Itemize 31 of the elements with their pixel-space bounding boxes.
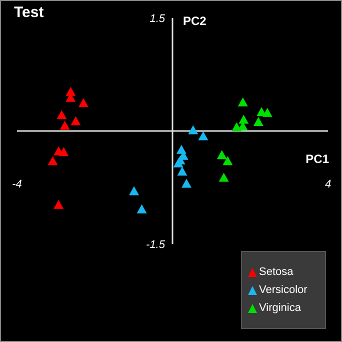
point — [188, 125, 198, 134]
y-tick-label: -1.5 — [146, 239, 166, 251]
point — [129, 186, 140, 196]
y-tick-label: 1.5 — [150, 13, 166, 25]
point — [70, 116, 81, 126]
legend-label: Setosa — [259, 266, 294, 278]
point — [58, 147, 69, 156]
point — [136, 204, 147, 214]
point — [60, 120, 70, 130]
x-tick-label: 4 — [324, 178, 332, 190]
point — [216, 150, 227, 160]
point — [54, 200, 64, 209]
legend-label: Versicolor — [259, 284, 308, 296]
point — [56, 110, 67, 120]
point — [222, 156, 233, 166]
y-axis-title: PC2 — [183, 14, 206, 28]
point — [78, 98, 88, 108]
point — [181, 178, 192, 188]
point — [253, 116, 264, 126]
point — [173, 158, 184, 168]
x-axis-title: PC1 — [306, 152, 329, 166]
chart-title: Test — [14, 4, 44, 21]
point — [262, 108, 272, 117]
point — [177, 166, 188, 176]
point — [198, 131, 208, 140]
point — [238, 97, 248, 106]
point — [238, 114, 249, 124]
x-tick-label: -4 — [12, 178, 22, 190]
legend-label: Virginica — [259, 302, 301, 314]
point — [48, 156, 58, 166]
point — [218, 172, 229, 182]
